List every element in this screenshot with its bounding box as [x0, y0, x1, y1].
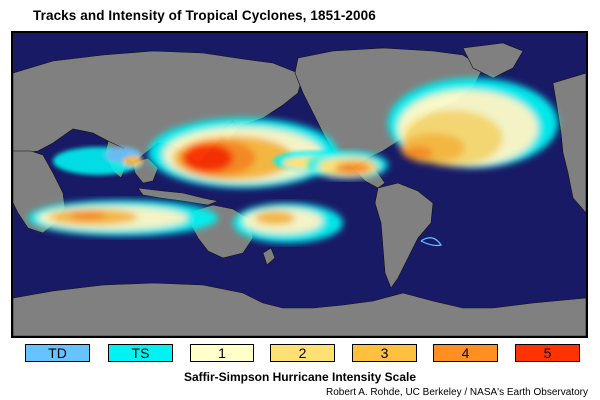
legend-item-cat2: 2	[270, 344, 335, 362]
legend-item-cat5: 5	[515, 344, 580, 362]
cyclone-track-map	[11, 31, 588, 338]
map-title: Tracks and Intensity of Tropical Cyclone…	[33, 8, 376, 23]
world-map-graphic	[13, 33, 586, 336]
cyclone-tracks	[28, 78, 558, 247]
legend-item-cat1: 1	[190, 344, 254, 362]
legend-item-cat4: 4	[433, 344, 498, 362]
legend-item-cat3: 3	[352, 344, 417, 362]
credit-text: Robert A. Rohde, UC Berkeley / NASA's Ea…	[325, 387, 588, 398]
legend-title: Saffir-Simpson Hurricane Intensity Scale	[183, 370, 417, 384]
land-masses	[13, 42, 586, 336]
intensity-legend: TD TS 1 2 3 4 5	[0, 344, 600, 364]
legend-item-td: TD	[25, 344, 90, 362]
legend-item-ts: TS	[108, 344, 173, 362]
